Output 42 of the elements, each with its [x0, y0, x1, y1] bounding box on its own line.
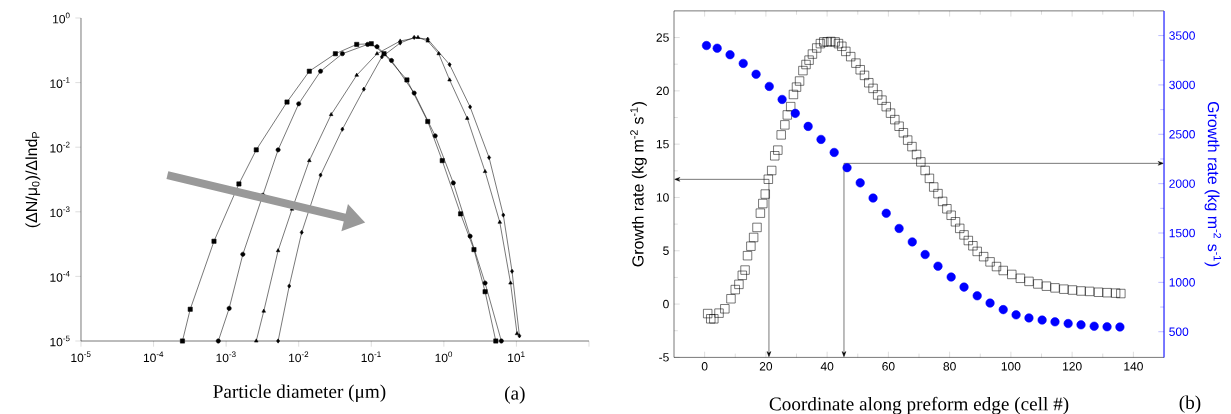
y-tick-label: 10$^{-1}$: [50, 77, 70, 88]
x-tick-label: 140: [1124, 362, 1143, 371]
y-tick-label: 25: [656, 33, 669, 42]
y2-tick-label: 3000: [1169, 80, 1195, 90]
y-tick-label: 10$^{-5}$: [50, 335, 70, 347]
y-tick-label: 5: [663, 246, 669, 255]
x-tick-label: 10$^{0}$: [435, 351, 453, 363]
y2-tick-label: 2500: [1169, 130, 1195, 139]
y-tick-label: 10$^{-3}$: [50, 206, 70, 218]
x-tick-label: 20: [759, 362, 773, 371]
x-tick-label: 40: [820, 362, 834, 371]
y-tick-label: 10$^{0}$: [53, 12, 70, 24]
y-axis-title: Growth rate (kg m$^{-2}$ s$^{-1}$): [630, 102, 647, 267]
x-tick-label: 60: [882, 362, 895, 371]
x-tick-label: 10$^{-2}$: [289, 351, 309, 363]
y-tick-label: 10: [656, 193, 669, 202]
y-tick-label: 20: [656, 86, 669, 96]
x-axis-title: Coordinate along preform edge (cell #): [769, 396, 1069, 414]
x-tick-label: 10$^{-5}$: [71, 351, 91, 363]
x-tick-label: 10$^{-1}$: [361, 351, 381, 363]
x-tick-label: 0: [701, 362, 708, 371]
y-tick-label: 15: [656, 139, 669, 149]
y-tick-label: 10$^{-2}$: [50, 141, 70, 153]
text: (b): [1179, 395, 1201, 413]
text: (a): [505, 386, 525, 404]
x-tick-label: 10$^{-4}$: [143, 351, 164, 363]
x-tick-label: 120: [1063, 362, 1082, 371]
x-tick-label: 100: [1001, 362, 1021, 371]
y2-tick-label: 500: [1169, 327, 1189, 336]
y2-tick-label: 3500: [1169, 31, 1195, 40]
y2-tick-label: 1500: [1169, 228, 1195, 238]
y-tick-label: -5: [659, 353, 669, 362]
x-tick-label: 10$^{-3}$: [216, 351, 236, 363]
x-tick-label: 10$^{1}$: [508, 351, 525, 363]
y-tick-label: 0: [663, 299, 669, 309]
y2-axis-title: Growth rate (kg m$^{-2}$ s$^{-1}$): [1204, 101, 1222, 267]
y2-tick-label: 1000: [1169, 278, 1195, 287]
y-axis-title: (ΔN/μ$_{0}$)/Δlnd$_{P}$: [25, 132, 41, 228]
x-tick-label: 80: [943, 362, 956, 371]
x-axis-title: Particle diameter (μm): [213, 384, 386, 402]
y2-tick-label: 2000: [1169, 179, 1195, 188]
y-tick-label: 10$^{-4}$: [50, 271, 70, 282]
